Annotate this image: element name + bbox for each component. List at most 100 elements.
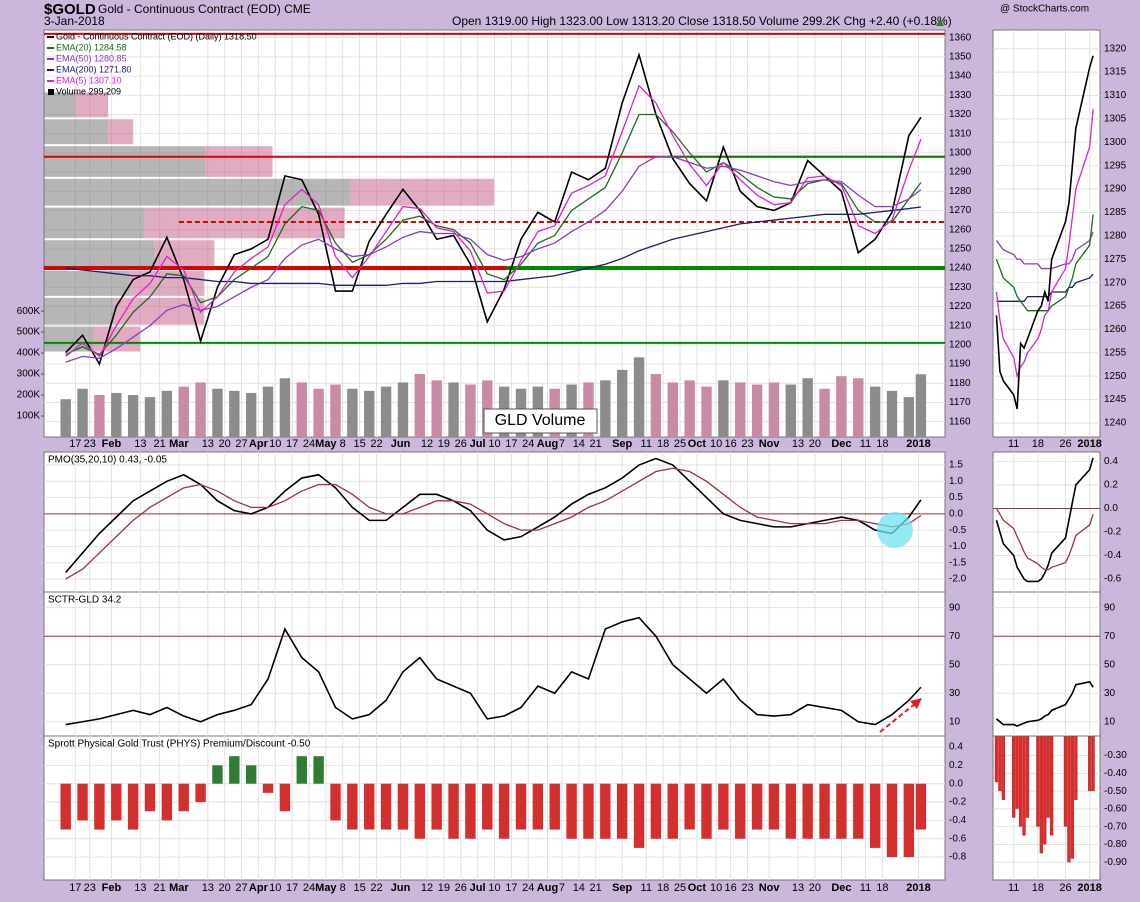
bar — [836, 783, 847, 839]
bar — [127, 395, 139, 437]
bar — [1046, 736, 1050, 818]
x-tick-label: 11 — [860, 882, 871, 894]
x-tick-label: 16 — [724, 882, 736, 894]
x-tick-label: Oct — [688, 438, 707, 450]
volume-by-price-up — [44, 146, 206, 177]
x-tick-label: Feb — [102, 438, 122, 450]
x-tick-label: 24 — [522, 882, 534, 894]
series-line — [65, 206, 921, 286]
y-tick-label: -0.5 — [949, 525, 967, 536]
x-tick-label: 10 — [710, 882, 722, 894]
bar — [768, 382, 780, 437]
x-tick-label: 17 — [286, 438, 298, 450]
x-tick-label: 23 — [84, 882, 96, 894]
volume-by-price-up — [44, 207, 145, 239]
bar — [903, 783, 915, 858]
volume-by-price-up — [44, 92, 76, 118]
bar — [869, 783, 881, 848]
up-arrow — [936, 19, 944, 26]
x-tick-label: Oct — [688, 882, 707, 894]
x-tick-label: 11 — [641, 882, 652, 894]
y-tick-label: 1265 — [1104, 301, 1127, 312]
bar — [718, 783, 729, 830]
x-tick-label: 20 — [809, 438, 821, 450]
x-tick-label: 27 — [235, 438, 247, 450]
series-line — [65, 84, 922, 358]
x-tick-label: 24 — [303, 438, 315, 450]
bar — [347, 388, 358, 437]
x-tick-label: Sep — [612, 882, 632, 894]
bar — [701, 386, 712, 437]
bar — [886, 390, 898, 437]
bar — [77, 783, 88, 821]
y-tick-label: 1320 — [1104, 43, 1127, 54]
y-tick-label: 1270 — [1104, 277, 1127, 288]
bar — [212, 765, 223, 784]
x-tick-label: 26 — [455, 438, 467, 450]
bar — [998, 736, 1002, 792]
y-tick-label: 1210 — [949, 320, 972, 331]
series-line — [995, 109, 1094, 379]
x-tick-label: Jul — [470, 438, 486, 450]
bar — [1091, 736, 1095, 792]
bar — [819, 388, 830, 437]
x-tick-label: 23 — [741, 882, 753, 894]
y-tick-label: 1360 — [949, 32, 972, 43]
y-tick-label: 0.4 — [949, 742, 963, 753]
bar — [785, 384, 797, 437]
bar — [94, 395, 105, 437]
bar — [313, 756, 324, 784]
bar — [633, 357, 645, 437]
y-tick-label: 1255 — [1104, 347, 1127, 358]
bar — [1067, 736, 1071, 863]
x-tick-label: 20 — [219, 438, 231, 450]
y-tick-label: 200K — [17, 390, 41, 401]
y-tick-label: 90 — [949, 602, 961, 613]
x-tick-label: 17 — [505, 438, 517, 450]
bar — [1012, 736, 1016, 818]
bar — [915, 783, 927, 830]
y-tick-label: 1315 — [1104, 67, 1127, 78]
x-tick-label: Feb — [102, 882, 122, 894]
bar — [144, 783, 156, 812]
x-tick-label: 18 — [1032, 438, 1044, 450]
bar — [347, 783, 358, 830]
x-tick-label: 10 — [488, 438, 500, 450]
panel-title: SCTR-GLD 34.2 — [48, 595, 122, 606]
x-tick-label: 10 — [269, 882, 281, 894]
x-tick-label: 13 — [134, 882, 146, 894]
bar — [735, 382, 746, 437]
x-tick-label: 8 — [340, 882, 346, 894]
y-tick-label: 1190 — [949, 359, 971, 370]
x-tick-label: 17 — [69, 438, 81, 450]
y-tick-label: 1245 — [1104, 394, 1127, 405]
bar — [1063, 736, 1068, 827]
series-line — [65, 457, 922, 573]
bar — [465, 783, 476, 839]
x-tick-label: Mar — [169, 882, 189, 894]
bar — [330, 783, 341, 821]
x-tick-label: Nov — [759, 882, 781, 894]
x-tick-label: 2018 — [1077, 438, 1101, 450]
volume-by-price-down — [350, 178, 494, 206]
x-tick-label: 14 — [573, 438, 585, 450]
bar — [616, 783, 628, 839]
volume-by-price-down — [75, 92, 109, 118]
y-tick-label: 1160 — [949, 416, 971, 427]
x-tick-label: 26 — [455, 882, 467, 894]
y-tick-label: 1250 — [1104, 371, 1127, 382]
y-tick-label: 1250 — [949, 243, 972, 254]
y-tick-label: 1305 — [1104, 114, 1127, 125]
bar — [684, 783, 695, 830]
bar — [161, 390, 173, 437]
y-tick-label: -0.40 — [1104, 768, 1127, 779]
y-tick-label: 1310 — [949, 128, 972, 139]
bar — [903, 397, 915, 437]
x-tick-label: 2018 — [1077, 882, 1101, 894]
y-tick-label: 0.0 — [949, 778, 963, 789]
bar — [431, 783, 442, 830]
x-tick-label: 7 — [559, 882, 565, 894]
bar — [296, 382, 307, 437]
bar — [1001, 736, 1006, 800]
bar — [616, 369, 628, 437]
